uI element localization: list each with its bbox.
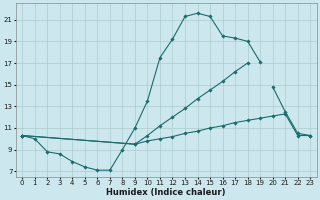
X-axis label: Humidex (Indice chaleur): Humidex (Indice chaleur) <box>107 188 226 197</box>
